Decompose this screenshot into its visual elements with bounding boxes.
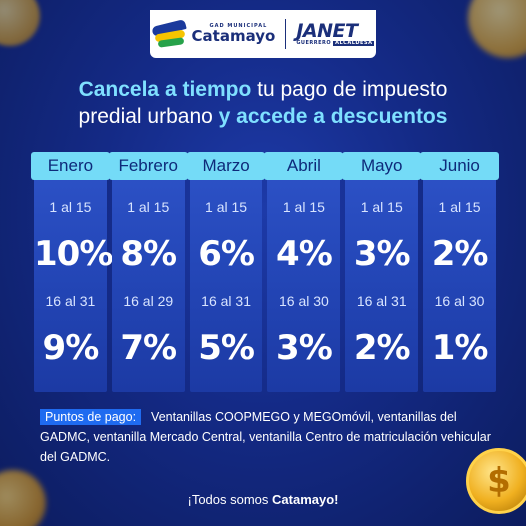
slogan-prefix: ¡Todos somos: [187, 492, 273, 507]
month-column-abril: Abril 1 al 15 4% 16 al 30 3%: [264, 152, 344, 392]
headline-highlight-1: Cancela a tiempo: [78, 78, 252, 101]
date-range-second: 16 al 31: [201, 293, 251, 309]
headline-highlight-2: y accede a descuentos: [218, 105, 448, 128]
coin-icon: [468, 0, 526, 58]
municipality-logo-icon: [150, 19, 187, 49]
mayor-role-tag: ALCALDESA: [333, 40, 375, 46]
gad-label: GAD MUNICIPAL: [209, 23, 268, 29]
discount-second: 1%: [431, 328, 489, 368]
city-name: Catamayo: [191, 27, 276, 45]
month-header: Enero: [31, 152, 110, 180]
headline-text-2: predial urbano: [78, 105, 219, 128]
discount-second: 5%: [198, 328, 255, 368]
month-column-junio: Junio 1 al 15 2% 16 al 30 1%: [420, 152, 499, 392]
date-range-first: 1 al 15: [205, 199, 248, 215]
month-header: Mayo: [342, 152, 422, 180]
date-range-first: 1 al 15: [438, 199, 481, 215]
coin-icon: [0, 0, 40, 46]
headline: Cancela a tiempo tu pago de impuesto pre…: [0, 76, 526, 130]
date-range-first: 1 al 15: [360, 199, 403, 215]
month-column-febrero: Febrero 1 al 15 8% 16 al 29 7%: [108, 152, 188, 392]
date-range-second: 16 al 31: [45, 293, 96, 309]
payment-points: Puntos de pago: Ventanillas COOPMEGO y ME…: [40, 407, 510, 467]
dollar-coin-icon: [466, 448, 526, 514]
month-header: Junio: [420, 152, 499, 180]
discount-second: 2%: [353, 328, 411, 368]
date-range-first: 1 al 15: [127, 199, 170, 215]
footer-slogan: ¡Todos somos Catamayo!: [0, 492, 526, 507]
discount-first: 3%: [353, 234, 411, 274]
discount-first: 10%: [34, 234, 113, 274]
discount-second: 7%: [120, 328, 177, 368]
date-range-first: 1 al 15: [282, 199, 325, 215]
date-range-second: 16 al 31: [356, 293, 407, 309]
discount-second: 3%: [276, 328, 333, 368]
discount-first: 4%: [276, 234, 333, 274]
discount-table: Enero 1 al 15 10% 16 al 31 9% Febrero 1 …: [31, 152, 499, 392]
discount-second: 9%: [42, 328, 100, 368]
date-range-second: 16 al 30: [278, 293, 329, 309]
payment-points-label: Puntos de pago:: [40, 409, 142, 425]
month-header: Febrero: [108, 152, 188, 180]
date-range-second: 16 al 30: [434, 293, 485, 309]
slogan-bold: Catamayo!: [272, 492, 339, 507]
logo-divider: [285, 19, 287, 49]
discount-first: 6%: [198, 234, 255, 274]
mayor-surname: GUERRERO: [296, 40, 332, 46]
month-header: Abril: [264, 152, 344, 180]
headline-text-1: tu pago de impuesto: [251, 78, 448, 101]
discount-first: 2%: [431, 234, 489, 274]
discount-first: 8%: [120, 234, 177, 274]
mayor-name: JANET: [296, 20, 358, 42]
month-column-mayo: Mayo 1 al 15 3% 16 al 31 2%: [342, 152, 422, 392]
month-column-enero: Enero 1 al 15 10% 16 al 31 9%: [31, 152, 113, 392]
date-range-first: 1 al 15: [49, 199, 92, 215]
header-logo: GAD MUNICIPAL Catamayo JANET GUERRERO AL…: [150, 10, 376, 58]
date-range-second: 16 al 29: [123, 293, 174, 309]
month-header: Marzo: [186, 152, 266, 180]
payment-points-text: Ventanillas COOPMEGO y MEGOmóvil, ventan…: [40, 410, 491, 464]
month-column-marzo: Marzo 1 al 15 6% 16 al 31 5%: [186, 152, 266, 392]
